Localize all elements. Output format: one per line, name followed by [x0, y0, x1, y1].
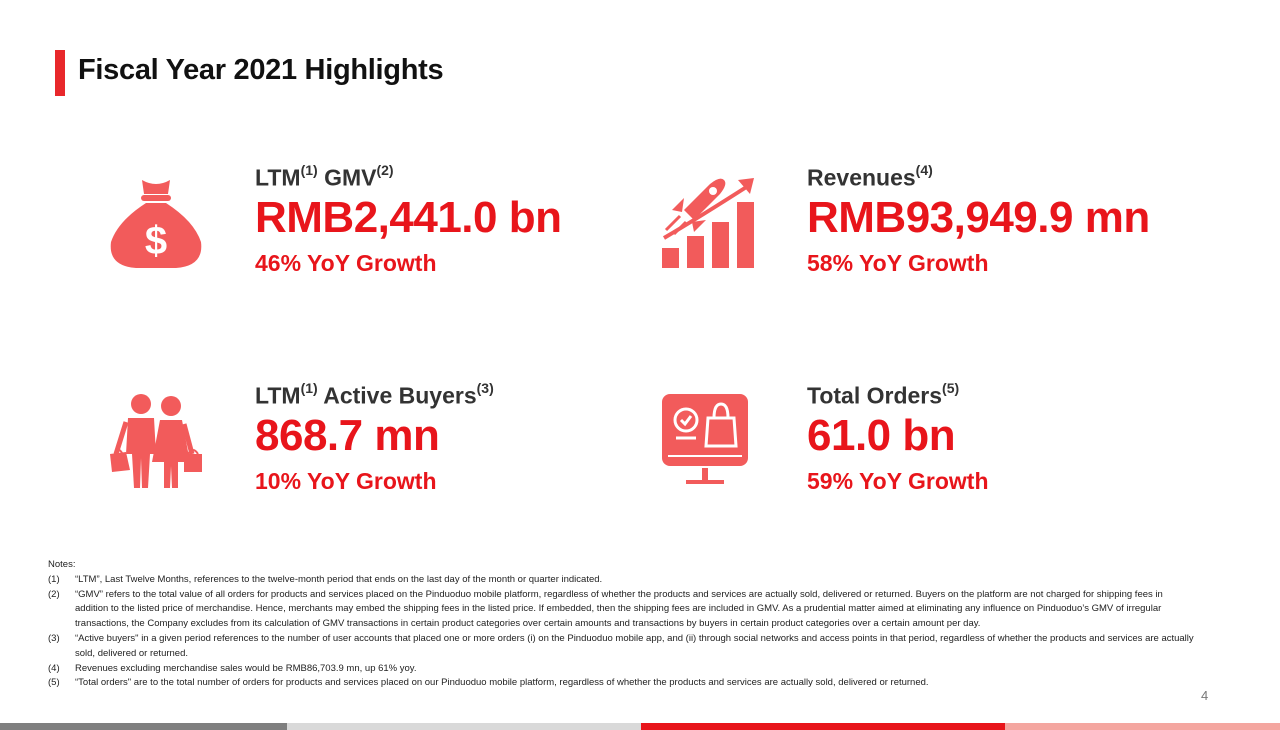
shoppers-icon	[108, 392, 204, 495]
footer-bar-red	[641, 723, 1005, 730]
kpi-value: RMB2,441.0 bn	[255, 192, 562, 242]
rocket-growth-chart-icon	[658, 174, 758, 277]
kpi-active-buyers: LTM(1) Active Buyers(3) 868.7 mn 10% YoY…	[255, 380, 494, 495]
kpi-growth: 46% YoY Growth	[255, 249, 437, 276]
note-item: (4) Revenues excluding merchandise sales …	[48, 662, 417, 674]
title-accent-bar	[55, 50, 65, 96]
page-title: Fiscal Year 2021 Highlights	[78, 54, 444, 86]
page-number: 4	[1201, 688, 1209, 703]
notes-heading: Notes:	[48, 559, 76, 570]
note-item: (3) “Active buyers" in a given period ref…	[48, 632, 1194, 659]
footer-bar-light	[287, 723, 641, 730]
kpi-gmv: LTM(1) GMV(2) RMB2,441.0 bn 46% YoY Grow…	[255, 162, 562, 277]
kpi-growth: 59% YoY Growth	[807, 467, 989, 494]
kpi-label: LTM(1) Active Buyers(3)	[255, 380, 494, 409]
kpi-total-orders: Total Orders(5) 61.0 bn 59% YoY Growth	[807, 380, 989, 495]
kpi-value: 868.7 mn	[255, 410, 440, 460]
kpi-label: Revenues(4)	[807, 162, 933, 191]
note-item: (2) “GMV” refers to the total value of al…	[48, 588, 1163, 630]
kpi-growth: 10% YoY Growth	[255, 467, 437, 494]
kpi-value: RMB93,949.9 mn	[807, 192, 1150, 242]
kpi-value: 61.0 bn	[807, 410, 956, 460]
footnotes: Notes: (1) “LTM”, Last Twelve Months, ref…	[48, 558, 1198, 691]
kpi-label: Total Orders(5)	[807, 380, 960, 409]
kpi-revenues: Revenues(4) RMB93,949.9 mn 58% YoY Growt…	[807, 162, 1150, 277]
footer-bar-pink	[1005, 723, 1280, 730]
kpi-label: LTM(1) GMV(2)	[255, 162, 394, 191]
money-bag-icon: $	[108, 176, 204, 277]
note-item: (5) “Total orders" are to the total numbe…	[48, 677, 929, 689]
note-item: (1) “LTM”, Last Twelve Months, references…	[48, 573, 603, 585]
svg-text:$: $	[145, 219, 167, 263]
online-shopping-monitor-icon	[660, 392, 750, 493]
footer-bar-gray	[0, 723, 287, 730]
kpi-growth: 58% YoY Growth	[807, 249, 989, 276]
